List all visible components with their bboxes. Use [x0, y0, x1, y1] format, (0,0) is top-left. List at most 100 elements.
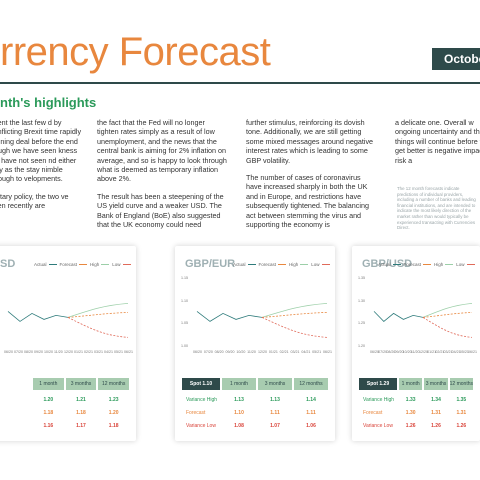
column-header: 1 month [222, 378, 256, 390]
x-tick-label: 11/20 [410, 350, 420, 354]
forecast-card: GBP/EUR Actual Forecast High Low 1.15 1.10 1.05… [175, 246, 335, 441]
forecast-value: 1.26 [431, 423, 441, 429]
legend-swatch [101, 264, 110, 266]
column-header: 3 months [258, 378, 292, 390]
legend-label: Forecast [59, 262, 78, 267]
legend: Actual Forecast High Low [378, 262, 478, 267]
x-tick-label: 06/20 [4, 350, 13, 354]
forecast-value: 1.07 [270, 423, 280, 429]
chart-line [422, 317, 473, 338]
chart-line [67, 317, 129, 338]
card-title: SD [0, 258, 16, 270]
legend-swatch [278, 264, 287, 266]
forecast-value: 1.30 [405, 410, 416, 416]
row-label: Variance Low [363, 423, 393, 429]
forecast-value: 1.21 [76, 397, 86, 403]
legend-label: Low [311, 262, 320, 267]
legend-swatch [48, 264, 57, 266]
legend-swatch [321, 264, 330, 266]
legend-label: High [289, 262, 299, 267]
text-column: a delicate one. Overall w ongoing uncert… [395, 118, 480, 173]
y-tick-label: 1.05 [181, 321, 188, 326]
x-tick-label: 08/20 [214, 350, 224, 354]
forecast-value: 1.10 [234, 410, 244, 416]
paragraph: The result has been a steepening of the … [97, 191, 224, 230]
legend-item: Forecast [60, 262, 88, 267]
forecast-value: 1.11 [306, 410, 316, 416]
forecast-value: 1.16 [43, 423, 54, 429]
legend-item: Actual [233, 262, 256, 267]
legend-item: Low [311, 262, 330, 267]
row-label: Variance Low [186, 423, 216, 429]
x-tick-label: 03/21 [94, 350, 103, 354]
chart-line [67, 303, 129, 318]
legend: Actual Forecast High Low [233, 262, 333, 267]
chart-line [261, 303, 328, 318]
footnote: The 12 month forecasts indicate predicti… [397, 186, 476, 231]
y-tick-label: 1.25 [358, 321, 365, 326]
legend-swatch [423, 264, 432, 266]
legend-item: High [289, 262, 309, 267]
x-tick-label: 11/20 [54, 350, 63, 354]
legend-swatch [122, 264, 131, 266]
forecast-value: 1.08 [234, 423, 244, 429]
forecast-value: 1.13 [270, 397, 280, 403]
legend-swatch [79, 264, 88, 266]
text-column: spent the last few d by conflicting Brex… [0, 118, 82, 219]
forecast-value: 1.35 [456, 397, 467, 403]
x-tick-label: 10/20 [402, 350, 412, 354]
forecast-card: SD Actual Forecast High Low 06/20 07/20 08/20 09… [0, 246, 136, 441]
x-tick-label: 12/20 [258, 350, 267, 354]
x-tick-label: 12/20 [419, 350, 428, 354]
x-tick-label: 12/20 [64, 350, 73, 354]
legend-label: High [434, 262, 444, 267]
x-tick-label: 09/20 [225, 350, 235, 354]
paragraph: metary policy, the two ve seen recently … [0, 191, 69, 211]
x-tick-label: 01/21 [268, 350, 278, 354]
legend-label: Low [112, 262, 121, 267]
legend-swatch [392, 264, 401, 266]
row-label: Variance High [186, 397, 218, 403]
legend-item: Low [456, 262, 475, 267]
forecast-value: 1.18 [43, 410, 54, 416]
column-header: 1 month [33, 378, 64, 390]
row-label: Variance High [363, 397, 395, 403]
x-tick-label: 10/20 [44, 350, 53, 354]
date-badge: October [432, 48, 480, 70]
x-tick-label: 11/20 [247, 350, 256, 354]
chart-lines [196, 303, 328, 338]
section-heading: nth's highlights [0, 95, 97, 110]
legend: Actual Forecast High Low [34, 262, 134, 267]
legend-item: High [90, 262, 110, 267]
forecast-value: 1.11 [270, 410, 280, 416]
forecast-card: GBP/USD Actual Forecast High Low 1.35 1.30 1.25… [352, 246, 480, 441]
legend-label: Low [456, 262, 465, 267]
paragraph: the fact that the Fed will no longer tig… [97, 118, 227, 184]
column-header: 3 months [65, 378, 97, 390]
x-tick-label: 03/21 [443, 350, 453, 354]
legend-label: Actual [233, 262, 246, 267]
x-tick-label: 06/20 [370, 350, 379, 354]
text-column: further stimulus, reinforcing its dovish… [246, 118, 376, 237]
row-label: Forecast [363, 410, 383, 416]
forecast-value: 1.14 [306, 397, 316, 403]
forecast-value: 1.18 [108, 423, 119, 429]
forecast-value: 1.17 [76, 423, 86, 429]
x-tick-label: 01/21 [427, 350, 437, 354]
x-tick-label: 02/21 [435, 350, 445, 354]
y-tick-label: 1.00 [181, 344, 188, 348]
forecast-value: 1.23 [108, 397, 119, 403]
y-tick-label: 1.20 [358, 344, 365, 348]
x-tick-label: 06/21 [124, 350, 133, 354]
column-header: 3 months [424, 378, 448, 390]
spot-rate: Spot 1.10 [182, 378, 220, 390]
forecast-value: 1.20 [108, 410, 119, 416]
legend-label: Actual [34, 262, 47, 267]
x-tick-label: 08/20 [24, 350, 33, 354]
forecast-value: 1.33 [405, 397, 416, 403]
x-tick-label: 06/21 [468, 350, 477, 354]
chart-line [196, 311, 263, 322]
text-column: the fact that the Fed will no longer tig… [97, 118, 227, 237]
x-tick-label: 01/21 [74, 350, 83, 354]
